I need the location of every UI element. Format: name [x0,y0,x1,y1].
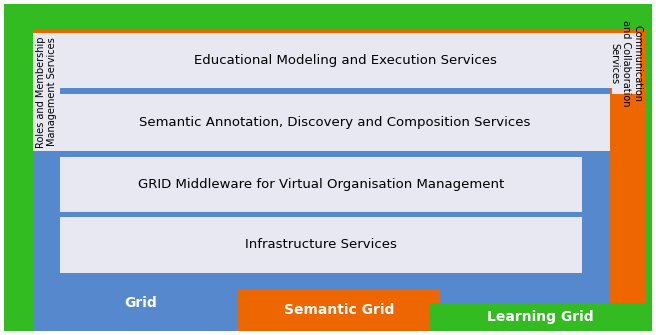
Text: Infrastructure Services: Infrastructure Services [245,239,397,252]
Text: Educational Modeling and Execution Services: Educational Modeling and Execution Servi… [194,54,497,67]
Bar [60,217,582,273]
Text: Semantic Annotation, Discovery and Composition Services: Semantic Annotation, Discovery and Compo… [139,116,531,129]
Bar [33,275,248,331]
Bar [612,33,640,94]
Bar [430,303,650,331]
Text: Communication
and Collaboration
Services: Communication and Collaboration Services [609,20,643,107]
Text: Grid: Grid [124,296,157,310]
Bar [33,30,646,331]
Bar [33,33,60,151]
Text: Learning Grid: Learning Grid [487,310,593,324]
Bar [60,157,582,212]
Text: Semantic Grid: Semantic Grid [284,303,394,317]
Bar [238,289,440,331]
Bar [33,65,610,331]
Text: GRID Middleware for Virtual Organisation Management: GRID Middleware for Virtual Organisation… [138,178,504,191]
Bar [60,94,610,151]
Text: Roles and Membership
Management Services: Roles and Membership Management Services [35,36,57,148]
Bar [60,33,630,88]
